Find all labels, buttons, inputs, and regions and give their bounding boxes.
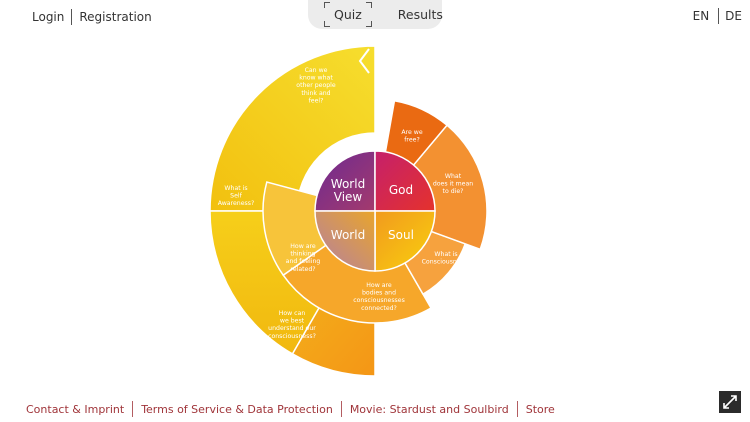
question-label-die: What does it mean to die? xyxy=(433,173,473,195)
question-label-others: Can we know what other people think and feel… xyxy=(296,67,336,104)
auth-nav: Login Registration xyxy=(32,9,152,25)
center-world-view[interactable] xyxy=(314,150,376,212)
fullscreen-button[interactable] xyxy=(719,391,741,413)
question-label-self: What is Self Awareness? xyxy=(218,185,255,207)
question-label-thinking: How are thinking and feeling related? xyxy=(286,243,321,273)
contact-imprint-link[interactable]: Contact & Imprint xyxy=(26,402,125,416)
lang-en-label: EN xyxy=(692,9,710,23)
lang-divider xyxy=(718,8,720,24)
question-label-conscious: What is Consciousness? xyxy=(422,251,471,266)
terms-link[interactable]: Terms of Service & Data Protection xyxy=(141,402,333,416)
mode-tabs: Quiz Results xyxy=(308,0,443,29)
question-sector-others[interactable] xyxy=(209,45,376,212)
question-label-understand: How can we best understand our consciousnes… xyxy=(268,310,316,340)
movie-link[interactable]: Movie: Stardust and Soulbird xyxy=(349,402,509,416)
store-link[interactable]: Store xyxy=(525,402,555,416)
tab-results-label: Results xyxy=(397,7,443,22)
tab-quiz-label: Quiz xyxy=(334,7,362,22)
question-label-bodies: How are bodies and consciousnesses connecte… xyxy=(353,282,405,312)
tab-results[interactable]: Results xyxy=(398,7,443,22)
lang-de-button[interactable]: DE xyxy=(725,9,742,23)
footer: Contact & Imprint Terms of Service & Dat… xyxy=(26,401,555,417)
lang-en-button[interactable]: EN xyxy=(690,9,713,23)
center-label-world-view: World View xyxy=(331,177,365,204)
registration-link[interactable]: Registration xyxy=(79,10,152,24)
footer-divider xyxy=(132,401,134,417)
center-world[interactable] xyxy=(314,210,376,272)
center-label-world: World xyxy=(331,228,365,242)
language-switch: EN DE xyxy=(690,8,742,24)
center-label-soul: Soul xyxy=(388,228,414,242)
tab-quiz[interactable]: Quiz xyxy=(324,2,372,27)
question-label-free: Are we free? xyxy=(401,129,422,144)
footer-divider xyxy=(516,401,518,417)
expand-icon xyxy=(723,395,737,409)
login-link[interactable]: Login xyxy=(32,10,65,24)
center-soul[interactable] xyxy=(374,210,436,272)
chevron-left-icon[interactable] xyxy=(358,48,370,74)
footer-divider xyxy=(340,401,342,417)
nav-divider xyxy=(71,9,73,25)
center-god[interactable] xyxy=(374,150,436,212)
center-label-god: God xyxy=(389,183,413,197)
